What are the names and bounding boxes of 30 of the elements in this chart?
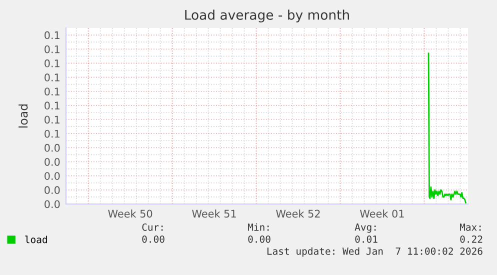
y-axis-title: load — [18, 104, 28, 128]
y-tick-label: 0.0 — [44, 144, 60, 152]
text: 0.00 — [248, 235, 270, 243]
text: 0.01 — [355, 235, 378, 243]
y-tick-label: 0.0 — [44, 158, 60, 166]
y-tick-label: 0.1 — [44, 74, 60, 82]
text: Last update: Wed Jan 7 11:00:02 2026 — [267, 247, 482, 257]
text: Cur: — [142, 223, 163, 231]
y-tick-label: 0.1 — [44, 45, 60, 54]
x-tick-label: Week 52 — [276, 210, 320, 218]
y-tick-label: 0.1 — [44, 88, 60, 96]
y-tick-label: 0.1 — [44, 59, 60, 68]
y-tick-label: 0.1 — [44, 31, 60, 40]
text: 0.00 — [142, 235, 164, 243]
x-tick-label: Week 50 — [108, 210, 152, 218]
text: 0.22 — [460, 235, 482, 243]
line-series — [428, 52, 466, 204]
text: Max: — [460, 224, 481, 231]
x-tick-label: Week 51 — [192, 210, 236, 218]
y-tick-label: 0.0 — [44, 186, 60, 194]
chart-title: Load average - by month — [185, 10, 349, 22]
y-tick-label: 0.0 — [44, 200, 60, 208]
y-tick-label: 0.1 — [44, 130, 60, 138]
y-tick-label: 0.0 — [44, 172, 60, 180]
y-tick-label: 0.1 — [44, 102, 60, 110]
legend-label: load — [25, 236, 47, 244]
text: Avg: — [354, 224, 376, 233]
x-tick-label: Week 01 — [360, 210, 404, 218]
text: Min: — [248, 223, 269, 231]
y-tick-label: 0.1 — [44, 116, 60, 124]
